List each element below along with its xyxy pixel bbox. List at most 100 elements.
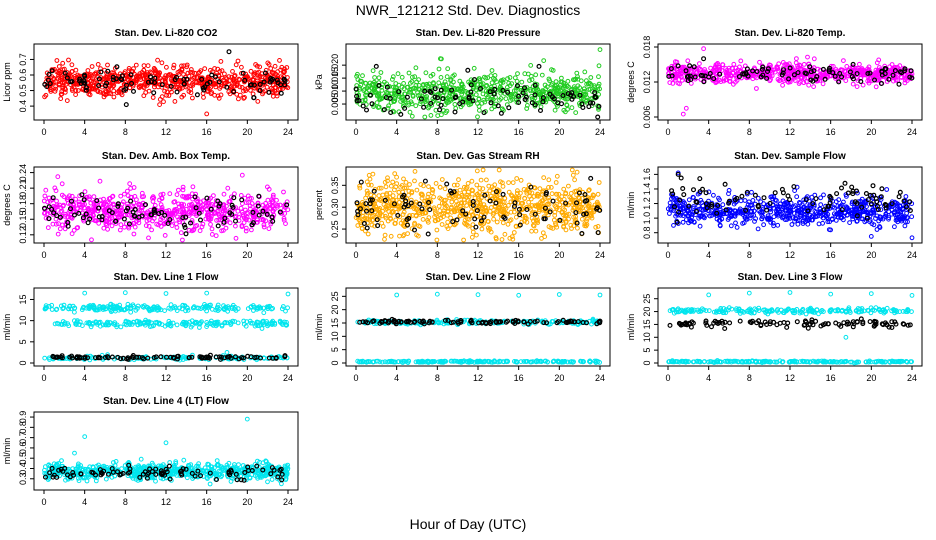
data-point: [198, 217, 204, 223]
data-point: [474, 232, 479, 238]
data-point: [844, 64, 850, 69]
data-point: [209, 232, 215, 237]
data-point: [909, 214, 915, 220]
data-point: [262, 70, 268, 76]
data-point: [813, 196, 819, 202]
x-tick-label: 0: [665, 127, 670, 137]
data-point: [58, 96, 64, 101]
data-point: [896, 194, 902, 200]
y-tick-label: 0.24: [18, 164, 28, 182]
y-tick-label: 0.8: [642, 226, 652, 239]
data-point: [399, 74, 405, 80]
data-point: [131, 231, 137, 237]
series-flask: [42, 57, 291, 117]
data-point: [266, 89, 272, 95]
data-point: [878, 194, 884, 200]
data-point: [461, 237, 467, 243]
data-point: [438, 75, 444, 80]
data-point: [71, 212, 77, 218]
data-point: [755, 226, 761, 232]
data-point: [680, 111, 686, 117]
data-point: [425, 231, 431, 237]
data-point: [127, 181, 133, 187]
data-point: [868, 201, 874, 207]
data-point: [533, 228, 539, 234]
data-point: [472, 216, 478, 222]
data-point: [401, 176, 406, 182]
data-point: [123, 102, 129, 108]
data-point: [749, 189, 754, 195]
data-point: [697, 176, 703, 182]
data-point: [444, 74, 450, 80]
data-point: [60, 60, 66, 66]
x-tick-label: 4: [82, 373, 87, 383]
data-point: [498, 110, 504, 116]
data-point: [422, 178, 428, 184]
data-point: [420, 217, 426, 222]
data-point: [444, 181, 450, 187]
data-point: [143, 90, 149, 95]
data-point: [693, 199, 699, 205]
data-point: [489, 68, 495, 73]
data-point: [395, 71, 401, 77]
data-point: [95, 62, 101, 67]
data-point: [579, 101, 585, 107]
data-point: [858, 78, 864, 84]
data-point: [363, 195, 369, 201]
data-point: [850, 61, 856, 67]
data-point: [475, 114, 480, 120]
data-point: [863, 191, 869, 197]
x-tick-label: 8: [123, 373, 128, 383]
data-point: [454, 217, 460, 223]
data-point: [549, 191, 555, 197]
panel-title: Stan. Dev. Amb. Box Temp.: [102, 151, 230, 162]
data-point: [779, 186, 785, 192]
data-point: [889, 62, 895, 67]
data-point: [814, 74, 820, 80]
data-point: [680, 186, 686, 192]
data-point: [373, 63, 379, 69]
x-tick-label: 12: [785, 127, 795, 137]
data-point: [111, 94, 117, 100]
data-point: [413, 103, 419, 109]
data-point: [811, 84, 816, 89]
data-point: [503, 96, 509, 101]
data-point: [805, 54, 810, 60]
data-point: [390, 179, 396, 185]
data-point: [761, 201, 766, 207]
data-point: [132, 224, 138, 230]
data-point: [834, 191, 840, 197]
data-point: [366, 172, 372, 178]
data-point: [494, 219, 500, 225]
data-point: [736, 74, 742, 80]
data-point: [439, 222, 445, 227]
data-point: [477, 108, 482, 113]
data-point: [212, 74, 218, 80]
data-point: [435, 113, 441, 118]
x-tick-label: 20: [866, 250, 876, 260]
data-point: [117, 227, 123, 233]
y-tick-label: 1.0: [642, 212, 652, 225]
data-point: [539, 72, 545, 78]
data-point: [197, 228, 203, 234]
data-point: [586, 104, 592, 110]
data-point: [874, 199, 880, 205]
y-tick-label: 0.4: [18, 100, 28, 113]
data-point: [174, 225, 180, 230]
data-point: [438, 87, 444, 93]
data-point: [818, 202, 824, 208]
y-tick-label: 0: [18, 360, 28, 365]
data-point: [255, 203, 261, 209]
data-point: [209, 226, 215, 232]
data-point: [224, 84, 230, 90]
data-point: [896, 81, 902, 87]
data-point: [437, 208, 443, 214]
data-point: [449, 199, 455, 205]
data-point: [845, 190, 851, 196]
data-point: [764, 207, 770, 213]
data-point: [582, 69, 588, 75]
data-point: [768, 209, 773, 215]
data-point: [884, 187, 890, 192]
data-point: [464, 203, 470, 208]
